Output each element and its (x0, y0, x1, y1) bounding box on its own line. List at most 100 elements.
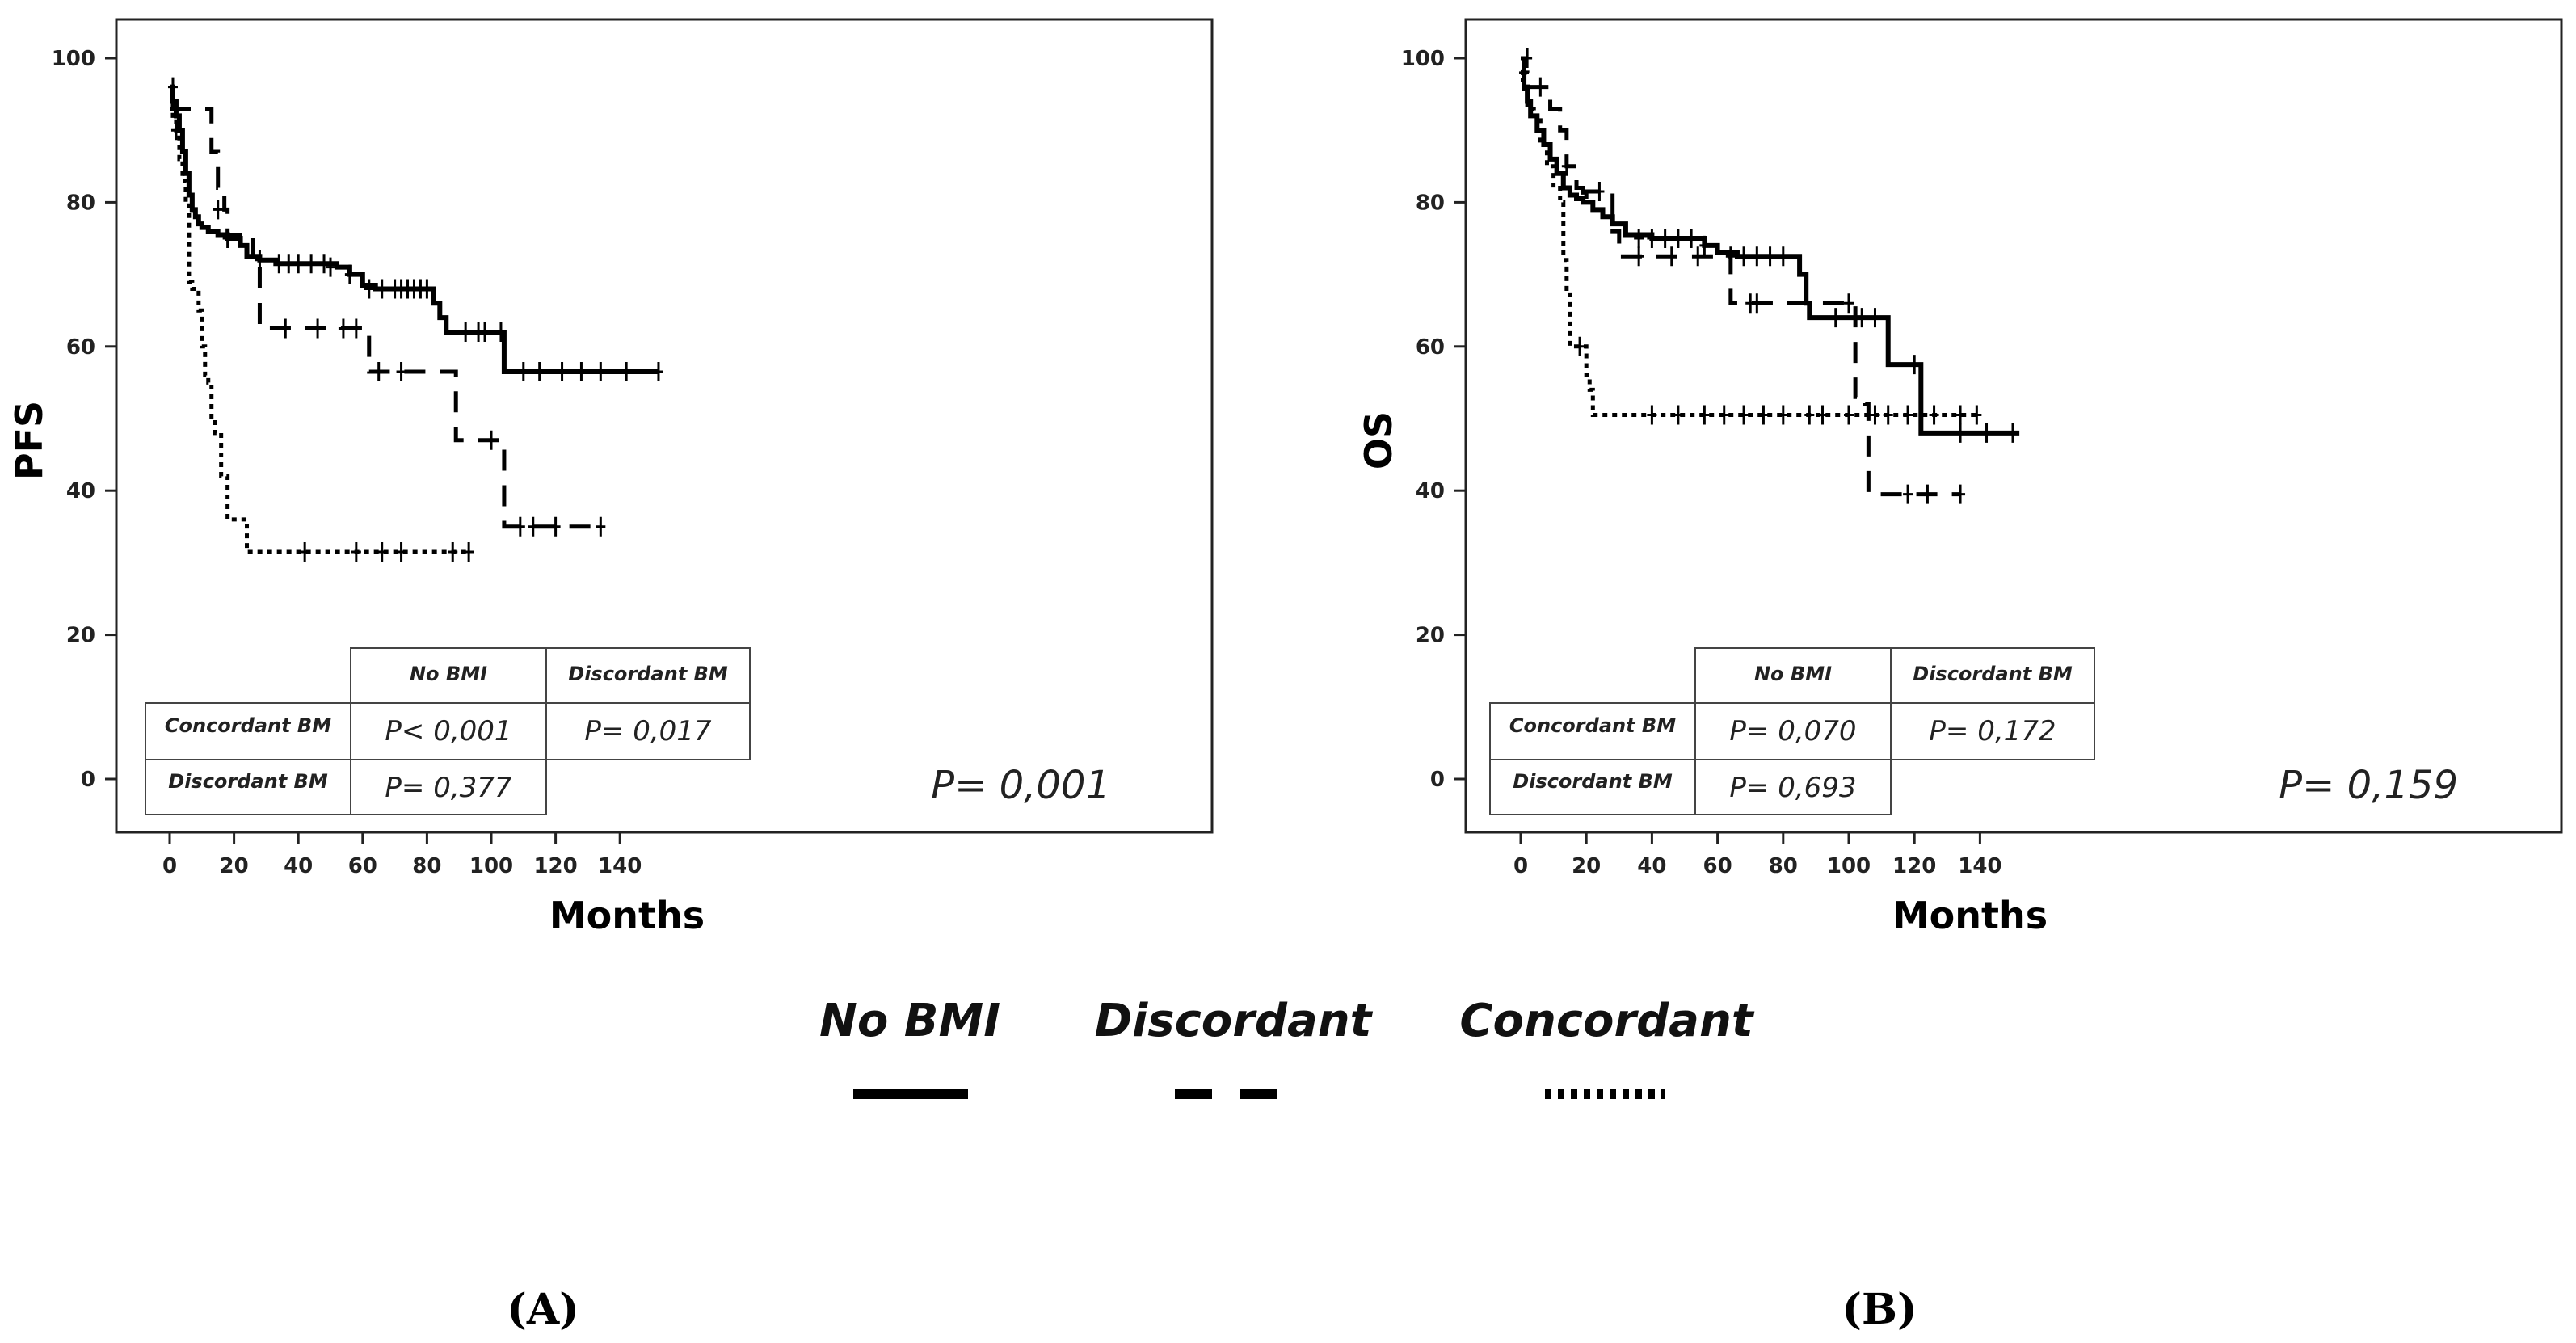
censor-mark (557, 362, 567, 382)
table-col-header: No BMI (1754, 663, 1832, 685)
pvalue-table-a: No BMI Discordant BM Concordant BM P< 0,… (145, 647, 751, 815)
x-tick-label: 140 (598, 854, 642, 878)
y-axis-b: 0 20 40 60 80 100 (1401, 47, 1466, 792)
x-tick-label: 120 (533, 854, 577, 878)
censor-mark (1693, 246, 1703, 267)
censor-mark (1883, 405, 1893, 425)
censor-mark (1673, 229, 1683, 248)
censor-mark (1752, 246, 1762, 267)
series-line-discordant (1521, 56, 1961, 497)
censor-mark (528, 516, 538, 537)
pvalue-table-b: No BMI Discordant BM Concordant BM P= 0,… (1489, 647, 2095, 815)
y-tick-label: 60 (66, 335, 95, 360)
y-axis-label-a: PFS (7, 401, 51, 480)
censor-mark (1634, 229, 1644, 248)
censor-mark (364, 279, 374, 299)
censor-mark (1955, 484, 1966, 504)
censor-mark (1929, 405, 1939, 425)
censor-mark (480, 322, 490, 342)
legend: No BMI Discordant Concordant (819, 995, 1755, 1099)
x-tick-label: 80 (1769, 854, 1798, 878)
y-tick-label: 80 (1416, 191, 1445, 215)
censor-mark (1972, 405, 1982, 425)
censor-mark (351, 542, 361, 562)
y-tick-label: 0 (1430, 768, 1445, 792)
censor-mark (1634, 246, 1644, 267)
y-tick-label: 100 (1401, 47, 1445, 71)
censor-mark (1647, 229, 1657, 248)
censor-mark (396, 362, 406, 382)
censor-mark (377, 542, 387, 562)
censor-mark (1903, 484, 1913, 504)
panel-b: 0 20 40 60 80 100 0 20 40 60 80 100 120 140 OS Month… (1357, 18, 2563, 1334)
censor-mark (1758, 405, 1769, 425)
x-axis-label-b: Months (1892, 894, 2048, 937)
censor-mark (1981, 423, 1992, 443)
table-col-header: No BMI (410, 663, 487, 685)
censor-mark (1647, 405, 1657, 425)
censor-mark (486, 430, 496, 450)
censor-mark (306, 254, 317, 274)
censor-mark (464, 542, 474, 562)
table-row-label: Concordant BM (1509, 714, 1676, 737)
x-axis-a: 0 20 40 60 80 100 120 140 (162, 832, 642, 878)
y-axis-label-b: OS (1357, 411, 1400, 469)
censor-mark (377, 279, 387, 299)
censor-mark (170, 99, 181, 119)
censor-mark (1955, 405, 1966, 425)
censor-mark (1857, 308, 1867, 328)
censor-mark (373, 362, 384, 382)
legend-label-no-bmi: No BMI (819, 995, 1000, 1047)
table-row-label: Discordant BM (168, 770, 328, 793)
censor-mark (1561, 156, 1572, 176)
censor-mark (344, 264, 355, 284)
y-tick-label: 40 (1416, 479, 1445, 503)
censor-mark (621, 362, 632, 382)
censor-mark (255, 250, 265, 270)
y-tick-label: 80 (66, 191, 95, 215)
x-tick-label: 20 (220, 854, 249, 878)
censor-mark (1870, 405, 1880, 425)
x-tick-label: 0 (162, 854, 177, 878)
table-cell: P= 0,172 (1929, 715, 2056, 747)
censor-mark (1699, 235, 1710, 255)
censor-mark (213, 200, 223, 220)
y-tick-label: 40 (66, 479, 95, 503)
overall-p-value-b: P= 0,159 (2279, 763, 2458, 808)
censor-mark (495, 322, 506, 342)
censor-mark (1955, 423, 1966, 443)
censor-mark (1739, 246, 1749, 267)
censor-mark (1699, 405, 1710, 425)
censor-mark (1719, 405, 1729, 425)
y-axis-a: 0 20 40 60 80 100 (52, 47, 116, 792)
censor-mark (1778, 405, 1788, 425)
censor-mark (1575, 336, 1585, 356)
series-line-discordant (170, 106, 601, 529)
series-line-concordant (1521, 78, 1977, 418)
censor-mark (653, 362, 663, 382)
plot-frame-a (115, 18, 1214, 834)
censor-mark (1778, 246, 1788, 267)
censor-mark (1739, 405, 1749, 425)
x-tick-label: 100 (469, 854, 513, 878)
table-row-label: Concordant BM (165, 714, 331, 737)
censor-mark (1870, 308, 1880, 328)
table-cell: P= 0,070 (1729, 715, 1856, 747)
curves-b (1519, 48, 2020, 504)
y-tick-label: 100 (52, 47, 95, 71)
censor-mark (1765, 246, 1775, 267)
x-tick-label: 40 (284, 854, 313, 878)
censor-mark (313, 318, 323, 339)
x-tick-label: 40 (1637, 854, 1666, 878)
panel-label-a: (A) (507, 1285, 579, 1334)
censor-mark (534, 362, 545, 382)
x-tick-label: 20 (1572, 854, 1601, 878)
table-cell: P= 0,693 (1729, 772, 1856, 804)
censor-mark (1903, 405, 1913, 425)
censor-mark (596, 516, 606, 537)
censor-mark (518, 362, 528, 382)
censor-mark (170, 120, 181, 141)
x-tick-label: 100 (1827, 854, 1871, 878)
series-line-no-bmi (170, 84, 659, 375)
